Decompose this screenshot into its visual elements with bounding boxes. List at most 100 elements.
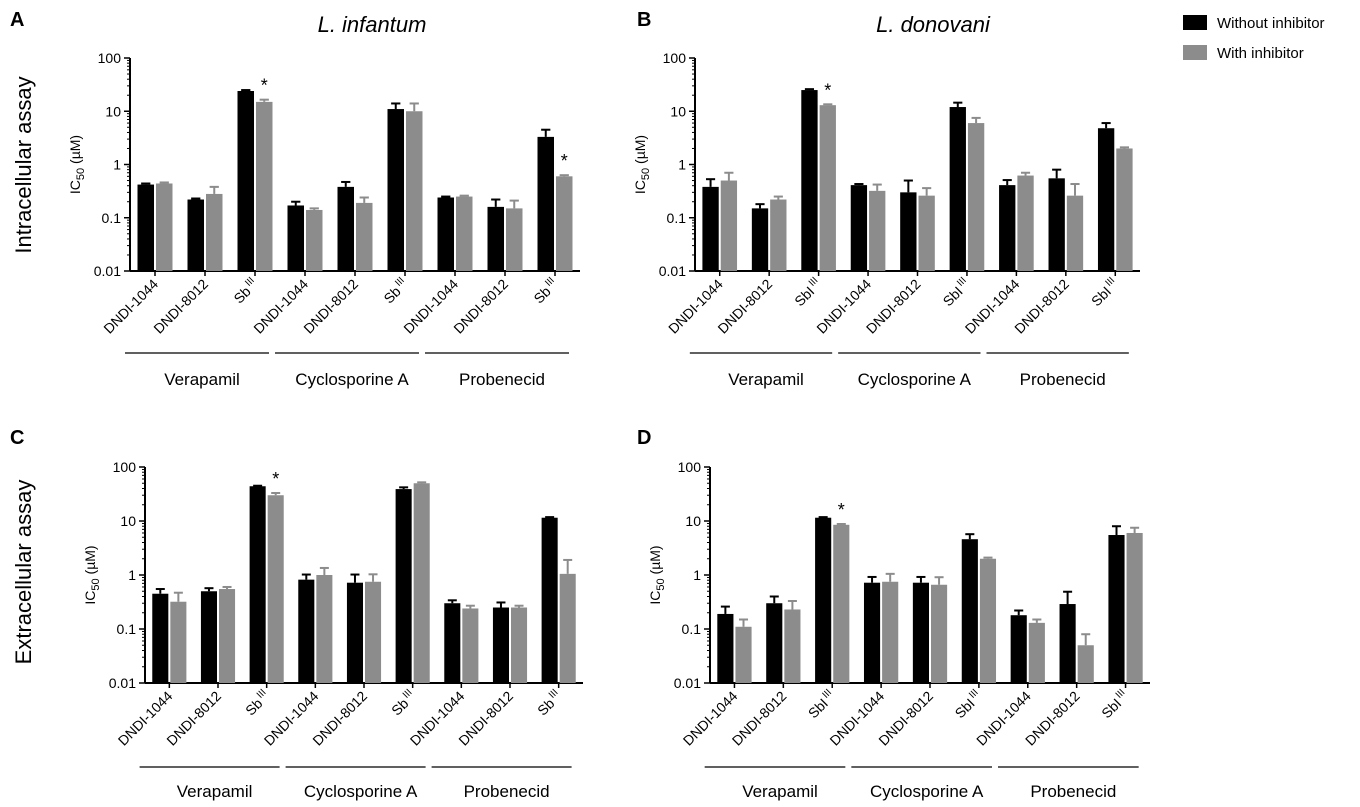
bar-without-inhibitor xyxy=(492,607,509,683)
bar-with-inhibitor xyxy=(462,608,479,683)
panel-letter: A xyxy=(10,9,24,31)
bar-without-inhibitor xyxy=(537,136,554,271)
y-tick-label: 10 xyxy=(105,103,121,119)
y-tick-label: 100 xyxy=(663,50,687,66)
bar-without-inhibitor xyxy=(912,582,929,683)
bar-without-inhibitor xyxy=(850,185,868,271)
bar-without-inhibitor xyxy=(187,199,204,271)
y-tick-label: 100 xyxy=(98,50,122,66)
y-tick-label: 1 xyxy=(678,157,686,173)
bar-with-inhibitor xyxy=(559,573,576,683)
y-tick-label: 1 xyxy=(128,567,136,583)
bar-with-inhibitor xyxy=(356,202,373,271)
bar-without-inhibitor xyxy=(237,91,254,271)
x-tick-label: DNDI-8012 xyxy=(150,276,211,337)
bar-with-inhibitor xyxy=(1126,532,1143,683)
panel-title: L. donovani xyxy=(876,12,991,37)
bar-without-inhibitor xyxy=(1097,128,1115,271)
x-tick-label: DNDI-8012 xyxy=(863,276,924,337)
bar-with-inhibitor xyxy=(206,193,223,271)
y-tick-label: 0.1 xyxy=(102,210,122,226)
significance-asterisk: * xyxy=(824,80,831,100)
bar-without-inhibitor xyxy=(1048,178,1065,271)
bar-without-inhibitor xyxy=(717,613,734,683)
bar-with-inhibitor xyxy=(556,176,573,271)
group-label: Probenecid xyxy=(464,782,550,801)
bar-with-inhibitor xyxy=(406,111,423,271)
bar-with-inhibitor xyxy=(967,123,985,271)
panel-letter: D xyxy=(637,427,651,449)
group-label: Verapamil xyxy=(742,782,818,801)
group-label: Cyclosporine A xyxy=(870,782,984,801)
bar-without-inhibitor xyxy=(815,517,832,683)
panel-letter: B xyxy=(637,9,651,31)
group-label: Probenecid xyxy=(1030,782,1116,801)
x-tick-label: SbIII xyxy=(230,275,261,306)
bar-without-inhibitor xyxy=(863,582,881,683)
bar-with-inhibitor xyxy=(1116,148,1133,271)
x-tick-label: SbIII xyxy=(533,687,564,718)
bar-with-inhibitor xyxy=(979,558,997,683)
bar-without-inhibitor xyxy=(1108,535,1125,683)
bar-without-inhibitor xyxy=(961,539,978,683)
bar-with-inhibitor xyxy=(267,495,284,683)
significance-asterisk: * xyxy=(272,469,279,489)
bar-without-inhibitor xyxy=(152,593,169,683)
bar-with-inhibitor xyxy=(1017,175,1034,271)
group-label: Cyclosporine A xyxy=(858,370,972,389)
group-label: Verapamil xyxy=(728,370,804,389)
bar-without-inhibitor xyxy=(444,603,461,683)
legend-swatch-with xyxy=(1183,45,1207,60)
y-tick-label: 0.01 xyxy=(674,675,701,691)
legend-label-without: Without inhibitor xyxy=(1217,15,1325,32)
x-tick-label: SbIII xyxy=(530,275,561,306)
bar-with-inhibitor xyxy=(306,209,323,271)
group-label: Cyclosporine A xyxy=(304,782,418,801)
bar-with-inhibitor xyxy=(770,199,787,271)
bar-with-inhibitor xyxy=(170,601,187,683)
row-label-extracellular: Extracellular assay xyxy=(11,480,36,665)
bar-with-inhibitor xyxy=(511,607,528,683)
bar-without-inhibitor xyxy=(395,489,412,683)
x-tick-label: SbIII xyxy=(241,687,272,718)
bar-with-inhibitor xyxy=(156,183,173,271)
x-tick-label: SbIIII xyxy=(791,275,825,309)
y-tick-label: 100 xyxy=(678,459,702,475)
significance-asterisk: * xyxy=(838,500,845,520)
x-tick-label: DNDI-8012 xyxy=(714,276,775,337)
bar-with-inhibitor xyxy=(918,195,935,271)
bar-with-inhibitor xyxy=(256,101,273,271)
bar-without-inhibitor xyxy=(287,205,304,271)
bar-with-inhibitor xyxy=(931,584,948,683)
bar-without-inhibitor xyxy=(137,184,154,271)
bar-without-inhibitor xyxy=(702,186,719,271)
y-axis-label: IC50 (µM) xyxy=(82,545,102,604)
bar-without-inhibitor xyxy=(766,603,783,683)
bar-without-inhibitor xyxy=(949,107,966,271)
y-tick-label: 0.1 xyxy=(667,210,687,226)
bar-without-inhibitor xyxy=(200,591,217,683)
bar-without-inhibitor xyxy=(1059,604,1076,683)
x-tick-label: SbIIII xyxy=(951,687,985,721)
y-axis-label: IC50 (µM) xyxy=(632,135,652,194)
bar-with-inhibitor xyxy=(1028,622,1045,683)
legend: Without inhibitor With inhibitor xyxy=(1183,15,1325,62)
bar-without-inhibitor xyxy=(751,208,769,271)
bar-without-inhibitor xyxy=(337,186,354,271)
y-tick-label: 1 xyxy=(113,157,121,173)
group-label: Verapamil xyxy=(177,782,253,801)
x-tick-label: DNDI-8012 xyxy=(1011,276,1072,337)
bar-with-inhibitor xyxy=(819,105,836,271)
x-tick-label: SbIII xyxy=(380,275,411,306)
bar-without-inhibitor xyxy=(801,90,818,271)
group-label: Probenecid xyxy=(459,370,545,389)
y-tick-label: 0.1 xyxy=(682,621,702,637)
y-tick-label: 100 xyxy=(113,459,137,475)
y-axis-label: IC50 (µM) xyxy=(67,135,87,194)
bar-with-inhibitor xyxy=(869,190,886,271)
x-tick-label: SbIIII xyxy=(1097,687,1131,721)
bar-with-inhibitor xyxy=(1077,645,1094,683)
x-tick-label: SbIIII xyxy=(939,275,973,309)
